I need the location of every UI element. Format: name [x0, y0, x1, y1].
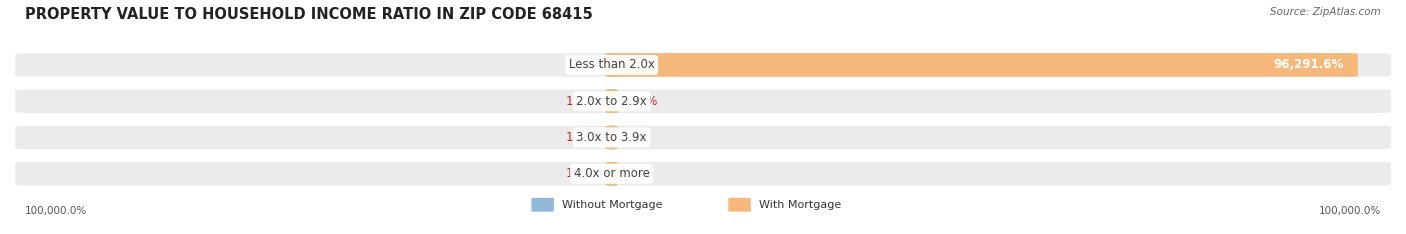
Text: Less than 2.0x: Less than 2.0x — [568, 58, 655, 71]
Text: 4.0x or more: 4.0x or more — [574, 167, 650, 180]
Text: 17.7%: 17.7% — [565, 95, 603, 108]
FancyBboxPatch shape — [14, 125, 1392, 150]
Text: PROPERTY VALUE TO HOUSEHOLD INCOME RATIO IN ZIP CODE 68415: PROPERTY VALUE TO HOUSEHOLD INCOME RATIO… — [25, 7, 593, 22]
FancyBboxPatch shape — [606, 126, 617, 149]
Text: 100,000.0%: 100,000.0% — [1319, 206, 1381, 216]
FancyBboxPatch shape — [14, 161, 1392, 186]
Text: Without Mortgage: Without Mortgage — [562, 200, 662, 210]
FancyBboxPatch shape — [531, 198, 554, 212]
FancyBboxPatch shape — [14, 88, 1392, 114]
FancyBboxPatch shape — [606, 89, 617, 113]
FancyBboxPatch shape — [14, 52, 1392, 78]
FancyBboxPatch shape — [606, 162, 617, 186]
FancyBboxPatch shape — [606, 53, 617, 77]
FancyBboxPatch shape — [606, 89, 617, 113]
Text: 15.1%: 15.1% — [565, 167, 603, 180]
Text: 10.1%: 10.1% — [565, 131, 603, 144]
Text: 62.1%: 62.1% — [620, 95, 658, 108]
FancyBboxPatch shape — [606, 162, 617, 186]
Text: 1.1%: 1.1% — [620, 167, 650, 180]
FancyBboxPatch shape — [728, 198, 751, 212]
Text: 57.1%: 57.1% — [565, 58, 603, 71]
Text: With Mortgage: With Mortgage — [759, 200, 841, 210]
FancyBboxPatch shape — [606, 126, 617, 149]
Text: 2.0x to 2.9x: 2.0x to 2.9x — [576, 95, 647, 108]
Text: 3.0x to 3.9x: 3.0x to 3.9x — [576, 131, 647, 144]
Text: Source: ZipAtlas.com: Source: ZipAtlas.com — [1270, 7, 1381, 17]
Text: 100,000.0%: 100,000.0% — [25, 206, 87, 216]
FancyBboxPatch shape — [606, 53, 1358, 77]
Text: 6.3%: 6.3% — [620, 131, 650, 144]
Text: 96,291.6%: 96,291.6% — [1274, 58, 1344, 71]
